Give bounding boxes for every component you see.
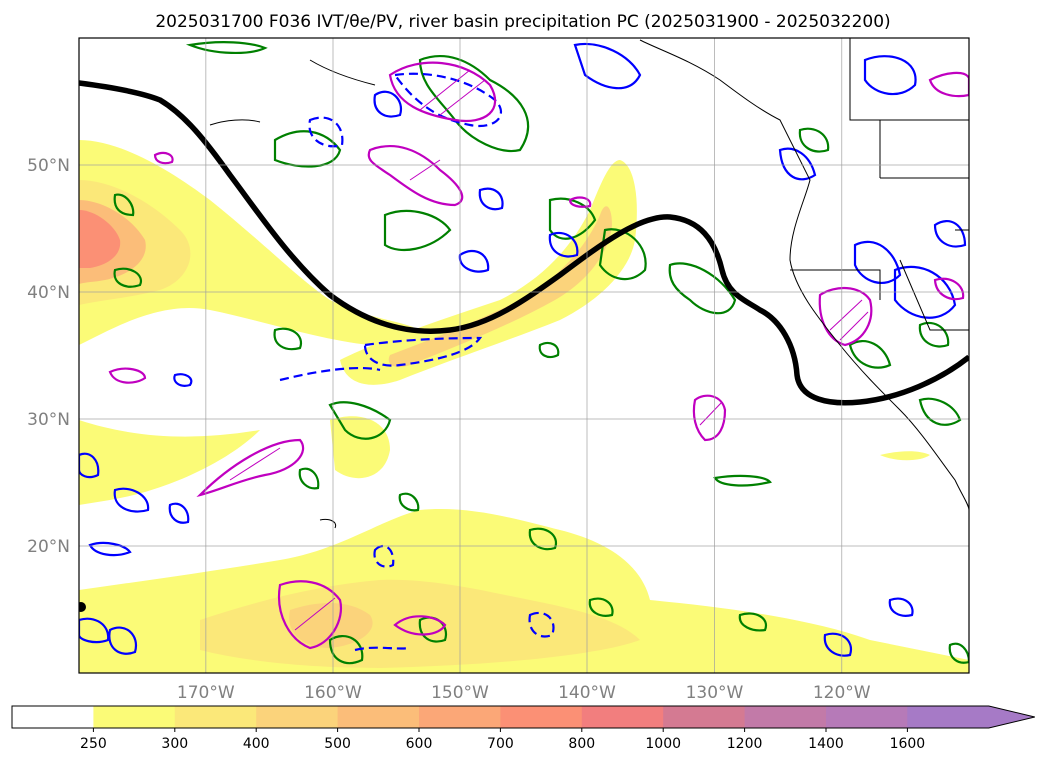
ivt-mid-blob — [330, 416, 390, 479]
longitude-labels: 170°W 160°W 150°W 140°W 130°W 120°W — [177, 683, 871, 703]
colorbar-label: 700 — [487, 736, 514, 752]
ivt-ar-inner — [388, 206, 612, 367]
ivt-right-blob — [880, 451, 930, 461]
black-marker — [79, 602, 86, 612]
lon-label: 140°W — [558, 683, 616, 703]
colorbar-labels: 250 300 400 500 600 700 800 1000 1200 1400 1600 — [80, 736, 925, 752]
colorbar-cell — [256, 706, 339, 728]
magenta-hatch — [229, 69, 869, 631]
lon-label: 150°W — [431, 683, 489, 703]
colorbar-cell — [174, 706, 257, 728]
colorbar-label: 1200 — [727, 736, 763, 752]
blue-dashed-contours — [279, 72, 555, 652]
colorbar: 250 300 400 500 600 700 800 1000 1200 1400 1600 — [11, 705, 1035, 752]
lat-label: 50°N — [27, 156, 70, 176]
lon-label: 120°W — [813, 683, 871, 703]
lon-label: 170°W — [177, 683, 235, 703]
colorbar-label: 1000 — [645, 736, 681, 752]
colorbar-cell — [12, 706, 94, 728]
colorbar-cells — [11, 705, 1035, 729]
latitude-labels: 50°N 40°N 30°N 20°N — [27, 156, 70, 557]
colorbar-cell — [663, 706, 746, 728]
coastline — [209, 38, 969, 529]
ivt-west-lower — [79, 420, 260, 505]
colorbar-label: 1400 — [808, 736, 844, 752]
colorbar-label: 800 — [568, 736, 595, 752]
lat-label: 40°N — [27, 283, 70, 303]
map-frame — [78, 37, 970, 674]
ivt-region-west-max — [79, 210, 121, 268]
colorbar-label: 250 — [80, 736, 107, 752]
colorbar-outline — [11, 705, 1035, 729]
colorbar-cell — [93, 706, 176, 728]
ivt-sub-core — [289, 603, 373, 648]
lon-label: 160°W — [304, 683, 362, 703]
figure-title: 2025031700 F036 IVT/θe/PV, river basin p… — [155, 12, 890, 32]
colorbar-label: 600 — [406, 736, 433, 752]
lat-label: 30°N — [27, 410, 70, 430]
colorbar-cell — [581, 706, 664, 728]
magenta-contours — [108, 61, 969, 650]
colorbar-label: 1600 — [890, 736, 926, 752]
colorbar-ticks — [92, 728, 908, 732]
colorbar-extend-arrow — [907, 706, 1035, 728]
colorbar-cell — [337, 706, 420, 728]
lon-label: 130°W — [686, 683, 744, 703]
colorbar-cell — [500, 706, 583, 728]
map-panel — [78, 37, 970, 674]
colorbar-cell — [419, 706, 501, 728]
gridlines — [79, 38, 969, 673]
colorbar-label: 400 — [243, 736, 270, 752]
thick-black-contour — [79, 80, 969, 406]
lat-label: 20°N — [27, 537, 70, 557]
blue-contours — [79, 42, 967, 657]
colorbar-label: 300 — [161, 736, 188, 752]
ivt-region-west — [79, 140, 427, 347]
ivt-fill — [79, 140, 969, 673]
colorbar-label: 500 — [324, 736, 351, 752]
colorbar-cell — [744, 706, 827, 728]
colorbar-cell — [826, 706, 908, 728]
